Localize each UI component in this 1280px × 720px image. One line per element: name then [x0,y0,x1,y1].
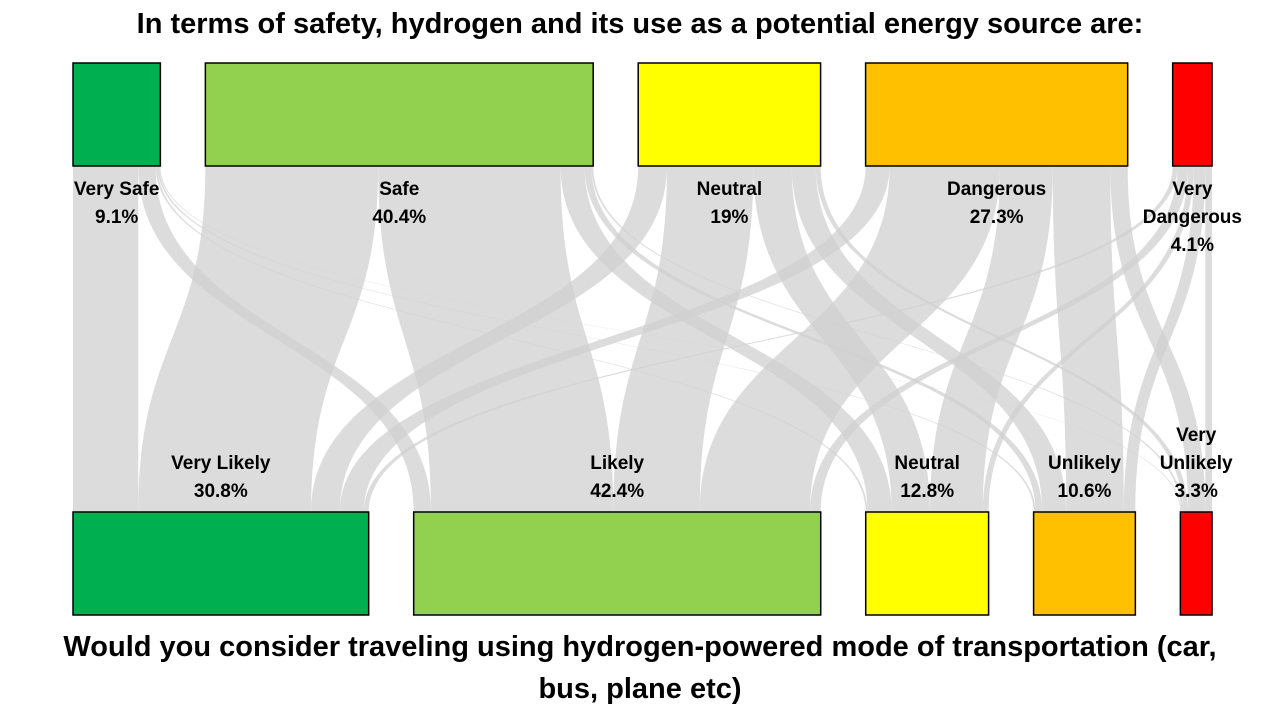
node-label: Very Dangerous 4.1% [1134,176,1250,260]
flow [1123,166,1206,512]
node-name: Safe [379,179,420,200]
flow [699,166,1000,512]
node-label: Safe 40.4% [341,176,457,232]
node-value: 9.1% [95,207,139,228]
node-value: 4.1% [1170,235,1215,256]
node-value: 10.6% [1057,481,1112,502]
flow [810,166,1189,512]
bottom-title: Would you consider traveling using hydro… [63,631,1217,705]
flow [157,166,1036,512]
node-value: 30.8% [193,481,248,502]
flow [930,166,1053,512]
node-name: Dangerous [947,179,1047,200]
node [1179,511,1213,616]
node-label: Neutral 19% [671,176,787,232]
node-name: Neutral [696,179,763,200]
node [204,62,594,167]
node [864,511,990,616]
node-name: Neutral [894,453,960,474]
node-label: Neutral 12.8% [869,450,985,506]
node [1171,62,1213,167]
node-value: 3.3% [1174,481,1218,502]
node-name: Very Likely [171,453,271,474]
flow [613,166,754,512]
flow [311,166,667,512]
flow [138,166,379,512]
node-label: Unlikely 10.6% [1026,450,1142,506]
node [1032,511,1137,616]
node-label: Very Likely 30.8% [163,450,279,506]
node-name: Unlikely [1048,453,1121,474]
node-label: Very Unlikely 3.3% [1138,422,1254,506]
node-name: Very Safe [73,179,160,200]
node-name: Very Dangerous [1142,179,1242,228]
node [412,511,822,616]
flow [1205,166,1213,512]
flow [363,166,1178,512]
node-name: Likely [590,453,645,474]
flow [1110,166,1206,512]
node-value: 42.4% [590,481,645,502]
flow [339,166,890,512]
node [72,511,370,616]
node-value: 40.4% [372,207,427,228]
flow [73,166,139,512]
node [864,62,1129,167]
node-name: Very Unlikely [1159,425,1233,474]
flow [791,166,1067,512]
chart-title: In terms of safety, hydrogen and its use… [136,8,1144,40]
node-value: 12.8% [900,481,955,502]
node-label: Dangerous 27.3% [939,176,1055,232]
node [72,62,162,167]
node [637,62,822,167]
node-label: Very Safe 9.1% [59,176,175,232]
node-value: 19% [710,207,749,228]
flow [982,166,1194,512]
node-label: Likely 42.4% [559,450,675,506]
node-value: 27.3% [969,207,1024,228]
